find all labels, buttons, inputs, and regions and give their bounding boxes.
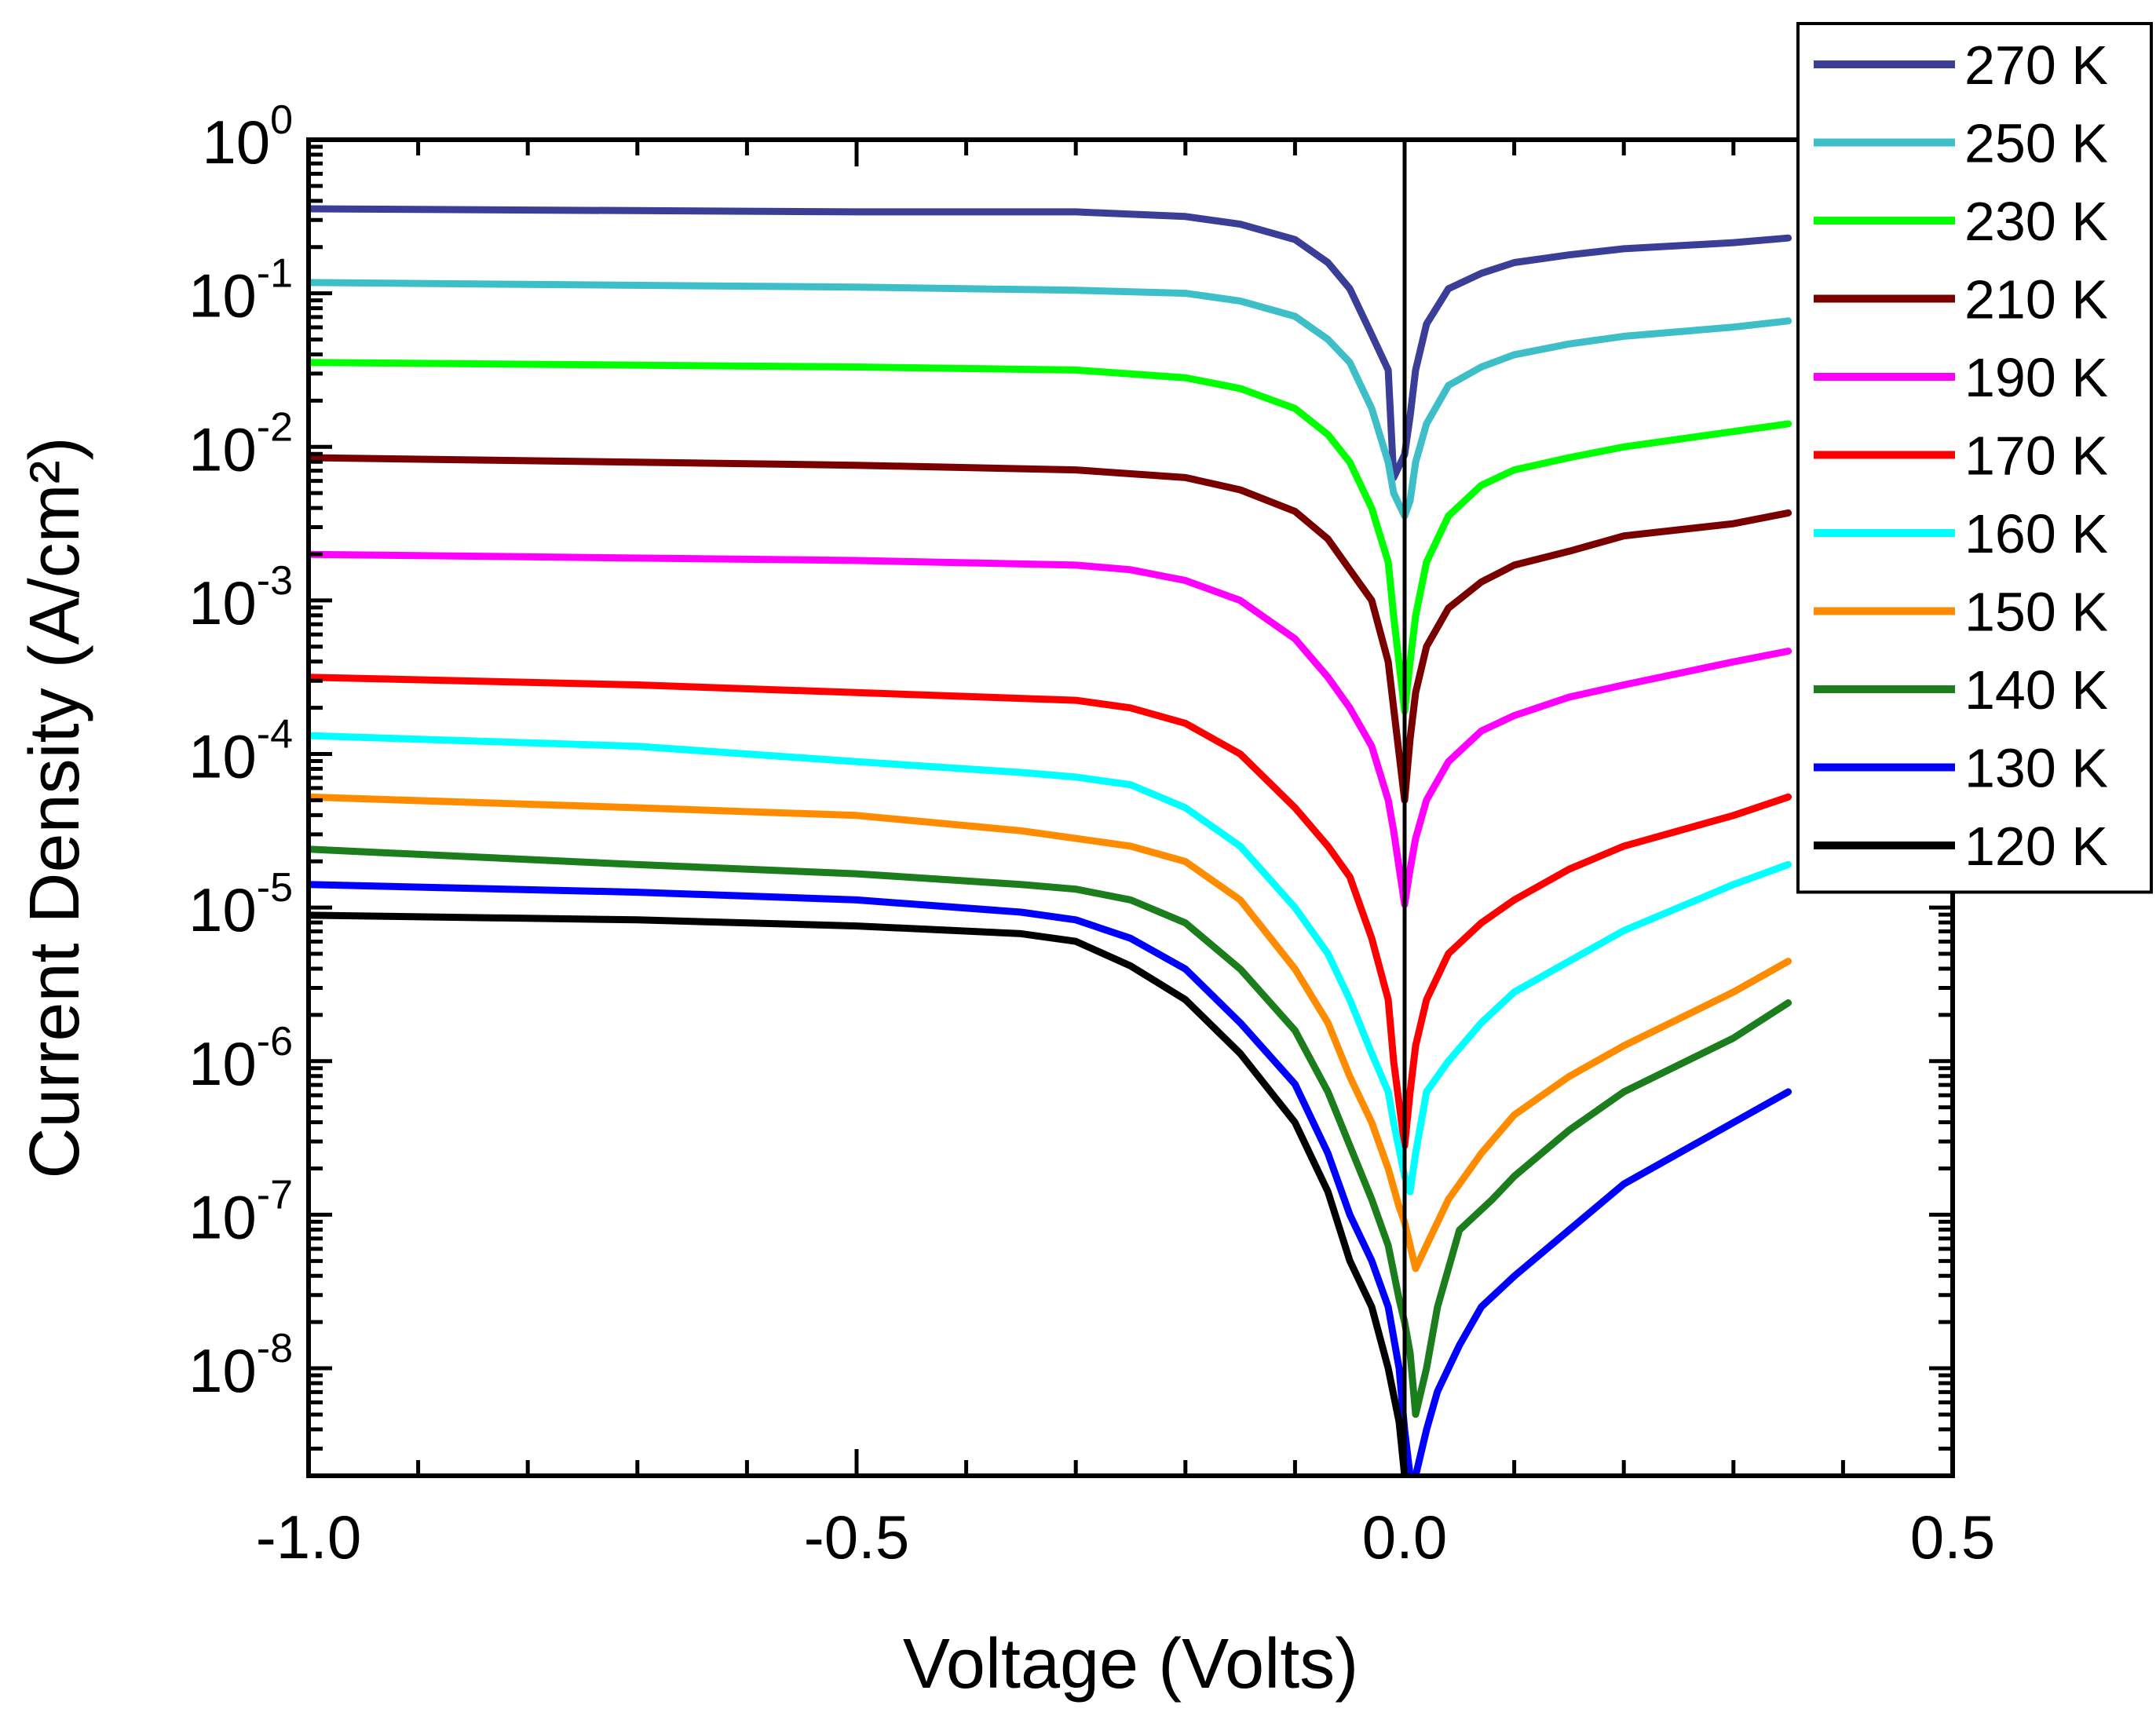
series-line-270k (309, 205, 1792, 481)
legend-label: 170 K (1964, 425, 2108, 487)
series-line-250k (309, 279, 1792, 520)
legend-label: 210 K (1964, 269, 2108, 330)
series-line-210k (309, 454, 1792, 804)
x-axis-ticks: -1.0 -0.5 0.0 0.5 (256, 140, 1995, 1572)
series-line-230k (309, 359, 1792, 715)
x-axis-title: Voltage (Volts) (903, 1625, 1358, 1703)
y-tick-label: 100 (202, 97, 293, 177)
series-curves (309, 205, 1792, 1476)
legend-label: 190 K (1964, 347, 2108, 408)
legend-label: 150 K (1964, 582, 2108, 643)
legend-label: 130 K (1964, 738, 2108, 799)
series-line-190k (309, 550, 1792, 908)
series-line-140k (309, 845, 1792, 1418)
legend-label: 230 K (1964, 191, 2108, 252)
y-tick-label: 10-7 (188, 1172, 293, 1251)
y-tick-label: 10-8 (188, 1326, 293, 1405)
legend-label: 250 K (1964, 113, 2108, 174)
y-tick-label: 10-1 (188, 251, 293, 330)
y-tick-label: 10-6 (188, 1019, 293, 1098)
series-line-170k (309, 674, 1792, 1149)
series-line-120k (309, 911, 1409, 1476)
y-tick-label: 10-3 (188, 558, 293, 637)
legend-label: 120 K (1964, 816, 2108, 877)
y-tick-label: 10-2 (188, 404, 293, 484)
series-line-130k (309, 881, 1792, 1476)
series-line-150k (309, 793, 1792, 1272)
y-tick-label: 10-4 (188, 712, 293, 791)
series-line-160k (309, 732, 1792, 1196)
y-tick-label: 10-5 (188, 865, 293, 944)
legend-label: 140 K (1964, 659, 2108, 721)
x-tick-label: -1.0 (256, 1502, 361, 1572)
y-axis-title: Current Density (A/cm²) (16, 436, 94, 1178)
legend-label: 160 K (1964, 503, 2108, 564)
x-tick-label: -0.5 (804, 1502, 909, 1572)
legend: 270 K 250 K 230 K 210 K 190 K 170 K 160 K 150 K… (1796, 22, 2153, 894)
x-tick-label: 0.0 (1362, 1502, 1447, 1572)
legend-label: 270 K (1964, 35, 2108, 96)
x-tick-label: 0.5 (1910, 1502, 1995, 1572)
